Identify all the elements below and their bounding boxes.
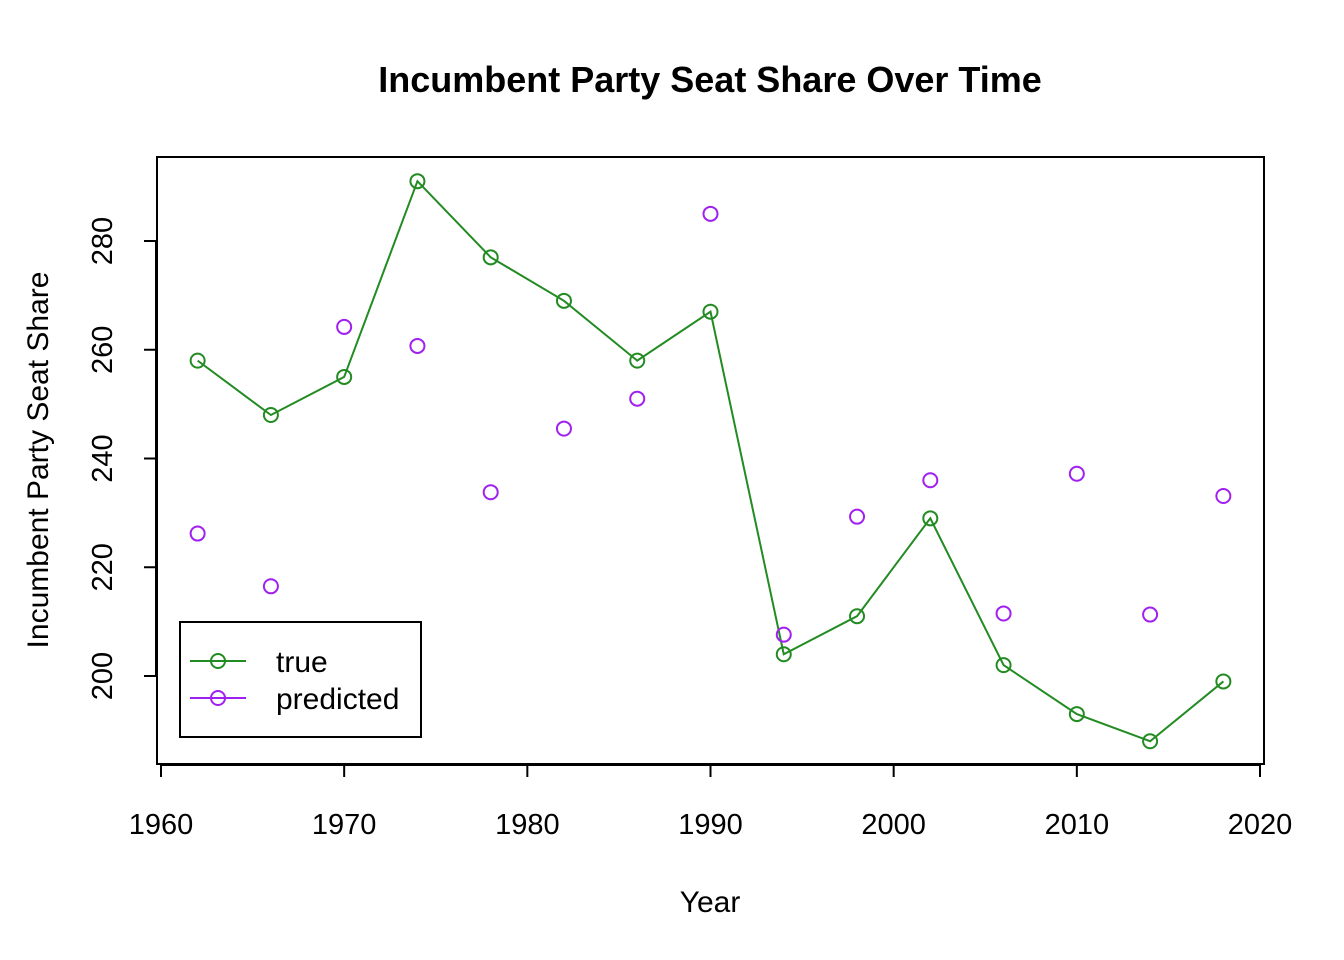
point-true [555,292,572,309]
legend-marker-true [210,653,226,669]
point-predicted [1068,465,1085,482]
series-true [189,173,1232,750]
point-true [262,407,279,423]
y-tick-label: 240 [87,434,119,482]
x-tick-label: 2000 [861,809,926,841]
x-tick-label: 2010 [1045,809,1110,841]
chart-title: Incumbent Party Seat Share Over Time [378,59,1042,100]
legend-label-true: true [276,646,328,679]
point-true [336,368,353,385]
series-layer [189,173,1232,750]
y-tick-label: 260 [87,326,119,374]
x-tick-label: 1980 [495,809,560,841]
legend: true predicted [179,621,422,738]
x-axis: 1960 1970 1980 1990 2000 2010 2020 [129,764,1293,841]
point-true [1068,706,1085,723]
point-predicted [922,472,939,489]
y-axis-label: Incumbent Party Seat Share [22,272,55,649]
point-true [995,657,1012,674]
point-predicted [702,205,719,222]
point-true [922,510,939,527]
legend-box [179,621,422,738]
point-predicted [262,578,279,595]
series-line-true [197,179,1224,743]
point-true [1142,733,1159,750]
legend-marker-predicted [210,690,226,706]
point-true [1215,673,1232,690]
point-true [482,249,499,266]
series-predicted [189,205,1232,643]
x-tick-label: 1960 [129,809,194,841]
legend-label-predicted: predicted [276,683,399,716]
point-predicted [409,337,426,354]
point-predicted [629,390,646,407]
point-true [629,352,646,369]
y-tick-label: 200 [87,652,119,700]
point-true [775,646,792,663]
y-tick-label: 280 [87,217,119,265]
y-tick-label: 220 [87,543,119,591]
point-true [409,173,426,190]
point-predicted [1215,488,1232,505]
point-predicted [775,626,792,643]
point-predicted [1142,606,1159,623]
point-predicted [482,484,499,501]
y-axis: 200 220 240 260 280 [87,217,157,700]
x-axis-label: Year [680,886,741,919]
point-predicted [849,508,866,525]
point-predicted [555,420,572,437]
x-tick-label: 2020 [1228,809,1293,841]
x-tick-label: 1990 [678,809,743,841]
point-predicted [336,318,353,335]
point-true [849,608,866,625]
point-predicted [189,525,206,542]
point-true [189,352,206,369]
point-true [702,303,719,320]
point-predicted [995,605,1012,622]
x-tick-label: 1970 [312,809,377,841]
